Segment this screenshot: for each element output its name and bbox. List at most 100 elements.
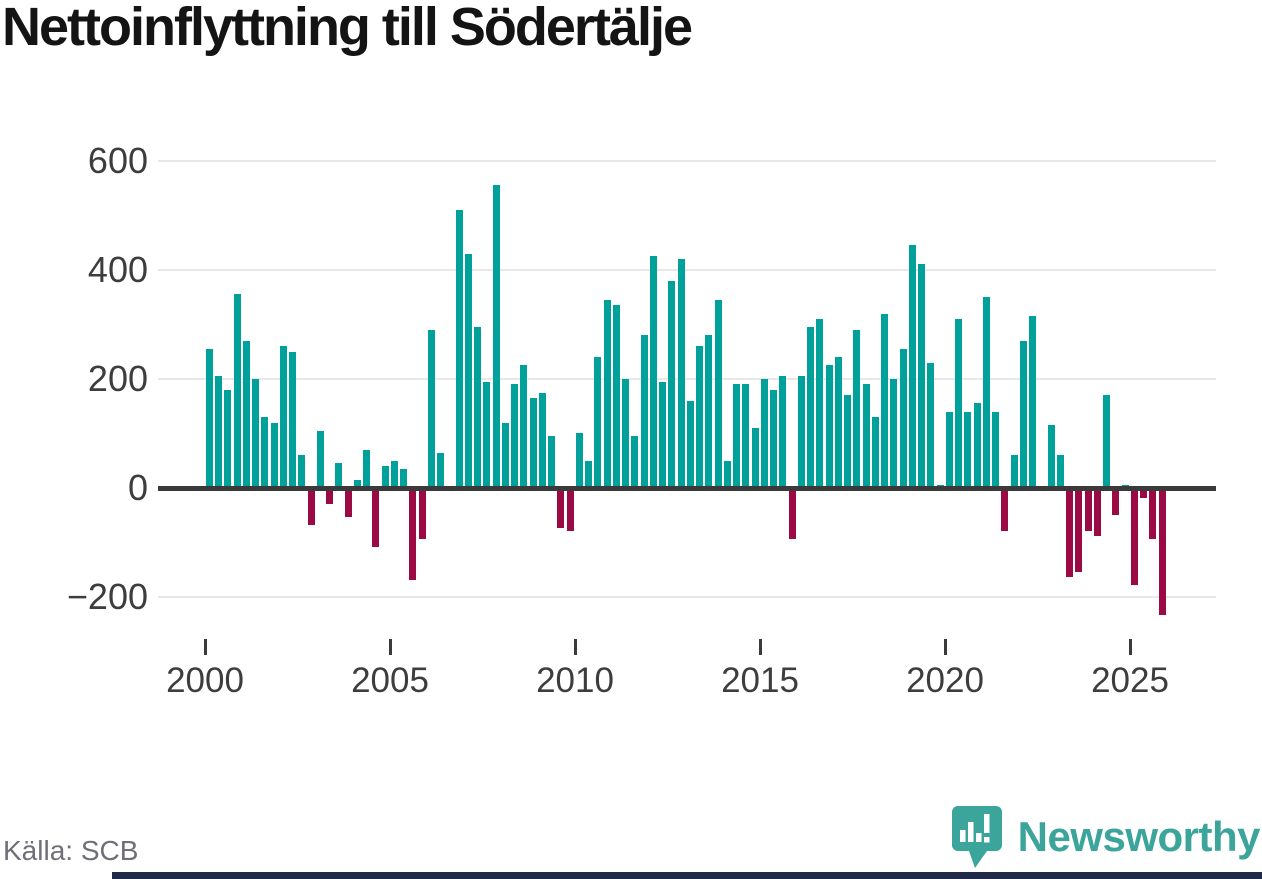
bar-negative: [1075, 490, 1083, 572]
bar-positive: [686, 400, 694, 488]
bar-positive: [742, 384, 750, 488]
bar-positive: [751, 428, 759, 488]
bar-positive: [233, 294, 241, 488]
bar-positive: [437, 452, 445, 488]
bar-positive: [853, 329, 861, 488]
bar-positive: [1010, 455, 1018, 488]
bar-positive: [770, 389, 778, 488]
y-axis-label: 0: [127, 467, 148, 508]
bar-positive: [353, 479, 361, 488]
bar-positive: [622, 378, 630, 488]
y-axis-label: 200: [87, 357, 148, 399]
bar-positive: [575, 433, 583, 488]
bar-positive: [1019, 340, 1027, 488]
bar-positive: [335, 463, 343, 488]
bar-negative: [566, 490, 574, 531]
bar-positive: [363, 449, 371, 488]
bar-positive: [427, 329, 435, 488]
bar-negative: [1084, 490, 1092, 531]
bar-positive: [696, 346, 704, 488]
bar-positive: [1103, 395, 1111, 488]
bar-negative: [1158, 490, 1166, 616]
x-axis-label: 2015: [721, 661, 799, 700]
bar-positive: [261, 417, 269, 488]
newsworthy-wordmark: Newsworthy: [1017, 813, 1261, 860]
bar-positive: [825, 365, 833, 488]
bar-positive: [455, 209, 463, 488]
bar-positive: [492, 185, 500, 488]
bar-positive: [973, 403, 981, 488]
bar-negative: [1130, 490, 1138, 586]
gridline: [158, 377, 1216, 380]
bar-negative: [418, 490, 426, 540]
bar-negative: [788, 490, 796, 540]
bar-positive: [483, 381, 491, 488]
bar-positive: [890, 378, 898, 488]
bar-negative: [557, 490, 565, 529]
chart-title: Nettoinflyttning till Södertälje: [2, 0, 693, 57]
bar-positive: [899, 348, 907, 488]
gridline: [158, 159, 1216, 162]
bar-positive: [871, 417, 879, 488]
bar-negative: [1066, 490, 1074, 578]
x-axis-tick-mark: [758, 639, 762, 655]
bar-positive: [390, 460, 398, 488]
bar-positive: [668, 280, 676, 488]
bar-negative: [326, 490, 334, 504]
bar-positive: [779, 376, 787, 488]
bar-positive: [594, 357, 602, 488]
bar-negative: [372, 490, 380, 548]
bar-positive: [797, 376, 805, 488]
bar-positive: [807, 327, 815, 488]
bar-negative: [1112, 490, 1120, 515]
bar-positive: [289, 351, 297, 488]
bar-positive: [520, 365, 528, 488]
bar-positive: [705, 335, 713, 488]
bar-positive: [918, 264, 926, 488]
footer-strip: [112, 872, 1262, 879]
bar-positive: [603, 299, 611, 488]
x-axis-label: 2000: [166, 661, 244, 700]
bar-positive: [834, 357, 842, 488]
bar-negative: [307, 490, 315, 526]
bar-positive: [464, 253, 472, 488]
bar-positive: [205, 348, 213, 488]
bar-positive: [529, 398, 537, 488]
bar-negative: [1001, 490, 1009, 531]
x-axis-tick-mark: [573, 639, 577, 655]
bar-positive: [1047, 425, 1055, 488]
bar-positive: [631, 436, 639, 488]
y-axis-label: 400: [87, 248, 148, 290]
bar-positive: [677, 259, 685, 488]
bar-positive: [400, 468, 408, 488]
bar-positive: [1056, 455, 1064, 488]
bar-negative: [409, 490, 417, 580]
bar-negative: [1149, 490, 1157, 540]
bar-positive: [881, 313, 889, 488]
bar-negative: [1093, 490, 1101, 537]
bar-positive: [964, 411, 972, 488]
x-axis-label: 2020: [906, 661, 984, 700]
bar-positive: [1029, 316, 1037, 488]
bar-positive: [649, 256, 657, 488]
bar-positive: [927, 362, 935, 488]
bar-positive: [538, 392, 546, 488]
bar-negative: [1140, 490, 1148, 499]
bar-positive: [224, 389, 232, 488]
bar-positive: [992, 411, 1000, 488]
x-axis-label: 2005: [351, 661, 429, 700]
bar-positive: [474, 327, 482, 488]
bar-positive: [548, 436, 556, 488]
bar-positive: [242, 340, 250, 488]
y-axis-label: 600: [87, 139, 148, 181]
bar-positive: [640, 335, 648, 488]
x-axis-tick-mark: [388, 639, 392, 655]
x-axis-tick-mark: [1128, 639, 1132, 655]
x-axis-tick-mark: [203, 639, 207, 655]
x-axis-label: 2010: [536, 661, 614, 700]
bar-positive: [585, 460, 593, 488]
bar-positive: [501, 422, 509, 488]
bar-positive: [298, 455, 306, 488]
x-axis-zero-line: [158, 485, 1216, 491]
